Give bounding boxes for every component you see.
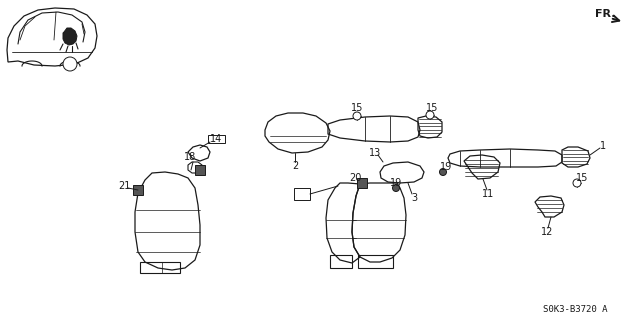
Circle shape <box>353 112 361 120</box>
Text: 20: 20 <box>349 173 361 183</box>
Text: FR.: FR. <box>595 9 615 19</box>
Text: 19: 19 <box>440 162 452 172</box>
Circle shape <box>426 111 434 119</box>
Text: S0K3-B3720 A: S0K3-B3720 A <box>543 306 607 315</box>
Text: 21: 21 <box>118 181 130 191</box>
Circle shape <box>63 57 77 71</box>
Text: 2: 2 <box>292 161 298 171</box>
Text: 15: 15 <box>576 173 588 183</box>
Polygon shape <box>195 165 205 175</box>
Text: 15: 15 <box>351 103 363 113</box>
Text: 14: 14 <box>210 134 222 144</box>
Text: 11: 11 <box>482 189 494 199</box>
Polygon shape <box>357 178 367 188</box>
Circle shape <box>573 179 581 187</box>
Circle shape <box>440 169 447 175</box>
Text: 15: 15 <box>426 103 438 113</box>
Text: 18: 18 <box>184 152 196 162</box>
Text: 3: 3 <box>411 193 417 203</box>
Text: 13: 13 <box>369 148 381 158</box>
Circle shape <box>392 185 399 191</box>
Text: 1: 1 <box>600 141 606 151</box>
Text: 12: 12 <box>541 227 553 237</box>
Polygon shape <box>133 185 143 195</box>
Text: 19: 19 <box>390 178 402 188</box>
Polygon shape <box>63 28 77 45</box>
